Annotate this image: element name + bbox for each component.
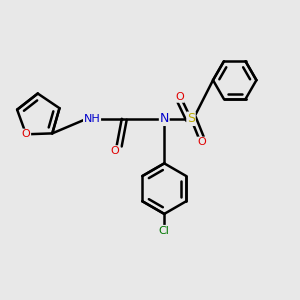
Text: N: N xyxy=(160,112,169,125)
Text: O: O xyxy=(111,146,120,156)
Text: O: O xyxy=(198,137,206,147)
Text: O: O xyxy=(175,92,184,102)
Text: S: S xyxy=(187,112,195,125)
Text: O: O xyxy=(22,129,31,139)
Text: NH: NH xyxy=(84,114,100,124)
Text: Cl: Cl xyxy=(159,226,170,236)
